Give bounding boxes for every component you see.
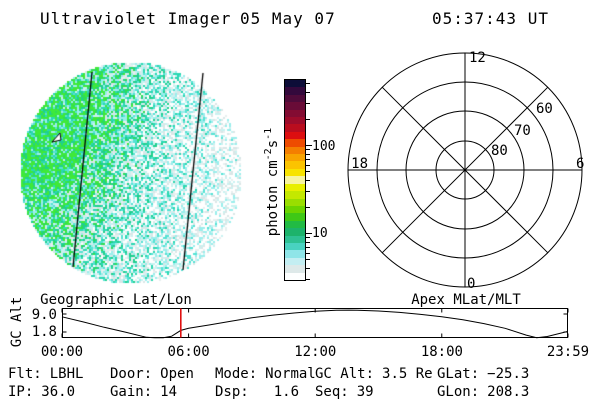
mlt-label-18: 18	[351, 156, 368, 172]
page-title: Ultraviolet Imager	[40, 9, 232, 28]
colorbar-unit-main: photon cm	[264, 160, 281, 237]
colorbar-unit-exp1: -2	[263, 148, 275, 161]
orbit-ylabel: GC Alt	[9, 297, 25, 348]
status-glat: GLat: −25.3	[437, 366, 530, 382]
ring-label-70: 70	[514, 123, 531, 139]
status-glon: GLon: 208.3	[437, 384, 530, 400]
status-mode: Mode: Normal	[215, 366, 316, 382]
status-flt: Flt: LBHL	[8, 366, 84, 382]
colorbar-unit-mid: s	[264, 139, 281, 149]
colorbar-tick-label-100: 100	[312, 139, 336, 154]
colorbar	[284, 79, 306, 281]
mlt-label-0: 0	[467, 276, 475, 292]
status-gc-alt: GC Alt: 3.5 Re	[315, 366, 433, 382]
orbit-plot-frame	[62, 308, 568, 338]
orbit-axis-ticks	[61, 308, 569, 338]
orbit-strip-chart: Geographic Lat/Lon Apex MLat/MLT GC Alt …	[9, 292, 589, 360]
xtick-label-1800: 18:00	[421, 344, 463, 360]
spoke-diagonal-sw-ne	[381, 86, 549, 254]
status-ip: IP: 36.0	[8, 384, 76, 400]
colorbar-tick-label-10: 10	[312, 226, 328, 241]
ring-label-60: 60	[536, 101, 553, 117]
xtick-label-0600: 06:00	[168, 344, 210, 360]
geographic-caption: Geographic Lat/Lon	[40, 292, 192, 308]
status-seq: Seq: 39	[315, 384, 374, 400]
ring-label-80: 80	[491, 143, 508, 159]
xtick-label-0000: 00:00	[41, 344, 83, 360]
header-date: 05 May 07	[240, 9, 336, 28]
xtick-label-1200: 12:00	[294, 344, 336, 360]
header-time: 05:37:43 UT	[432, 9, 549, 28]
apex-caption: Apex MLat/MLT	[411, 292, 521, 308]
ytick-label-9: 9.0	[32, 307, 57, 323]
colorbar-unit-exp2: -1	[263, 127, 275, 140]
mlt-label-6: 6	[576, 156, 584, 172]
polar-grid: 12 18 6 0 80 70 60	[347, 50, 584, 292]
status-gain: Gain: 14	[110, 384, 178, 400]
mlt-label-12: 12	[469, 50, 486, 66]
xtick-label-2359: 23:59	[547, 344, 589, 360]
gc-alt-curve	[61, 309, 569, 339]
uv-image	[15, 55, 250, 290]
colorbar-unit-label: photon cm-2s-1	[263, 128, 281, 236]
status-dsp: Dsp: 1.6	[215, 384, 300, 400]
ytick-label-1-8: 1.8	[32, 324, 57, 340]
status-door: Door: Open	[110, 366, 194, 382]
colorbar-ticks	[306, 80, 314, 280]
